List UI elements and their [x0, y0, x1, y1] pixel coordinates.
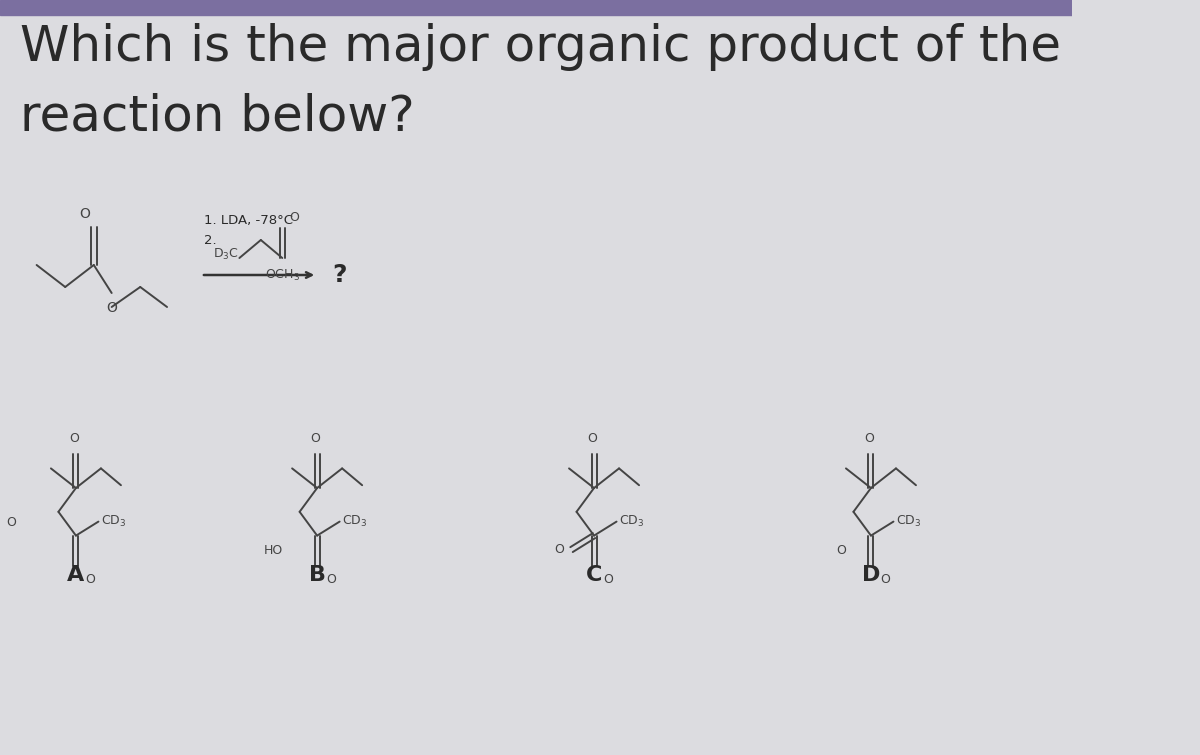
Text: O: O: [85, 573, 95, 587]
Text: B: B: [308, 565, 325, 585]
Text: O: O: [554, 543, 564, 556]
Text: D: D: [862, 565, 880, 585]
Text: A: A: [67, 565, 84, 585]
Text: O: O: [70, 433, 79, 445]
Text: O: O: [6, 516, 16, 529]
Text: O: O: [79, 207, 90, 221]
Text: OCH$_3$: OCH$_3$: [265, 268, 300, 283]
Text: D$_3$C: D$_3$C: [212, 246, 239, 261]
Text: HO: HO: [264, 544, 283, 557]
Text: C: C: [586, 565, 602, 585]
Bar: [0, 0, 1072, 15]
Text: O: O: [836, 544, 846, 557]
Text: O: O: [602, 573, 613, 587]
Text: O: O: [107, 301, 118, 315]
Text: CD$_3$: CD$_3$: [619, 514, 644, 529]
Text: O: O: [864, 433, 874, 445]
Text: O: O: [289, 211, 299, 224]
Text: ?: ?: [332, 263, 347, 287]
Text: 1. LDA, -78°C: 1. LDA, -78°C: [204, 214, 293, 227]
Text: CD$_3$: CD$_3$: [342, 514, 367, 529]
Text: CD$_3$: CD$_3$: [101, 514, 126, 529]
Text: CD$_3$: CD$_3$: [896, 514, 922, 529]
Text: O: O: [311, 433, 320, 445]
Text: 2.: 2.: [204, 234, 216, 247]
Text: O: O: [880, 573, 889, 587]
Text: reaction below?: reaction below?: [19, 93, 414, 141]
Text: Which is the major organic product of the: Which is the major organic product of th…: [19, 23, 1061, 71]
Text: O: O: [326, 573, 336, 587]
Text: O: O: [587, 433, 598, 445]
